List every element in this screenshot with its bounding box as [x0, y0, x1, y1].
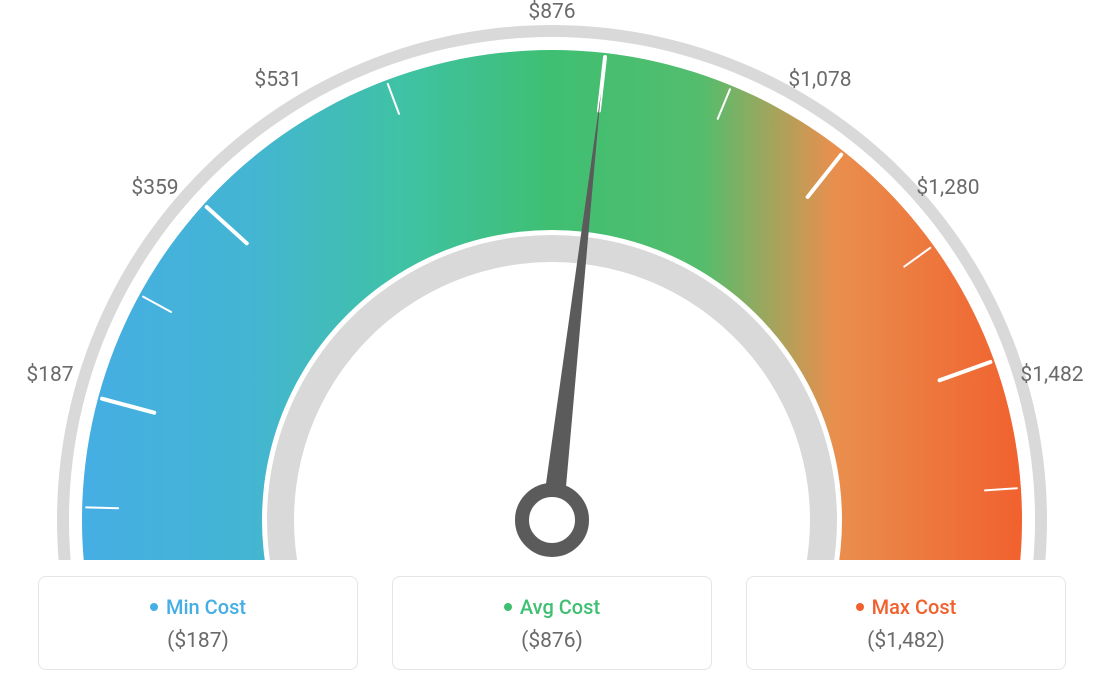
gauge-tick-label: $876 — [528, 0, 575, 24]
legend-dot-min — [150, 603, 158, 611]
legend-dot-avg — [504, 603, 512, 611]
gauge-chart: $187 $359 $531 $876 $1,078 $1,280 $1,482 — [0, 0, 1104, 560]
legend-card-avg: Avg Cost ($876) — [392, 576, 712, 670]
legend-value-min: ($187) — [49, 629, 347, 653]
gauge-tick-label: $1,078 — [788, 68, 851, 92]
legend-title-avg: Avg Cost — [403, 595, 701, 619]
legend-title-min: Min Cost — [49, 595, 347, 619]
gauge-svg — [0, 0, 1104, 560]
gauge-tick-label: $187 — [26, 363, 73, 387]
legend-label-max: Max Cost — [872, 595, 957, 619]
legend-label-min: Min Cost — [166, 595, 246, 619]
gauge-tick-label: $1,482 — [1020, 363, 1083, 387]
legend-label-avg: Avg Cost — [520, 595, 600, 619]
legend-value-avg: ($876) — [403, 629, 701, 653]
gauge-tick-label: $531 — [254, 68, 301, 92]
legend-row: Min Cost ($187) Avg Cost ($876) Max Cost… — [0, 576, 1104, 670]
legend-card-max: Max Cost ($1,482) — [746, 576, 1066, 670]
gauge-tick-label: $359 — [131, 176, 178, 200]
gauge-tick-label: $1,280 — [916, 176, 979, 200]
legend-card-min: Min Cost ($187) — [38, 576, 358, 670]
legend-title-max: Max Cost — [757, 595, 1055, 619]
legend-dot-max — [856, 603, 864, 611]
legend-value-max: ($1,482) — [757, 629, 1055, 653]
